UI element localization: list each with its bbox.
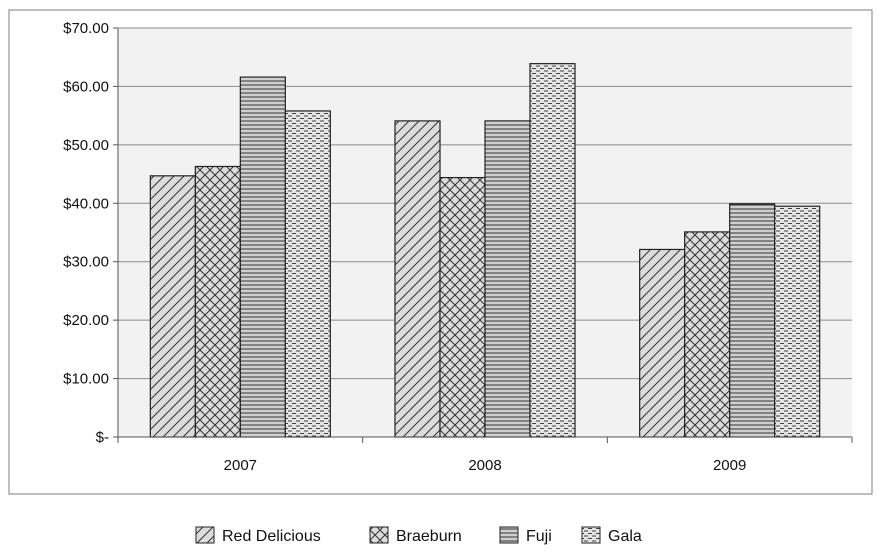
bar-gala-2007 bbox=[284, 110, 331, 438]
legend-label: Gala bbox=[608, 528, 642, 545]
axes: $- $10.00 $20.00 $30.00 $40.00 $50.00 $60.00 $7… bbox=[63, 20, 853, 474]
y-tick-label: $30.00 bbox=[63, 254, 109, 271]
legend-swatch-red-delicious bbox=[195, 526, 215, 544]
bar-gala-2009 bbox=[774, 205, 821, 438]
legend-label: Fuji bbox=[526, 528, 552, 545]
bar-fuji-2007 bbox=[239, 76, 286, 438]
legend-swatch-braeburn bbox=[369, 526, 389, 544]
bar-braeburn-2009 bbox=[684, 231, 731, 438]
bar-red-delicious-2007 bbox=[149, 175, 196, 438]
bar-gala-2008 bbox=[529, 63, 576, 438]
bar-red-delicious-2008 bbox=[394, 120, 441, 438]
legend-label: Braeburn bbox=[396, 528, 462, 545]
y-tick-label: $20.00 bbox=[63, 312, 109, 329]
bar-fuji-2008 bbox=[484, 120, 531, 438]
legend-swatch-fuji bbox=[499, 526, 519, 544]
y-tick-label: $10.00 bbox=[63, 371, 109, 388]
bar-red-delicious-2009 bbox=[639, 248, 686, 438]
legend-swatch-gala bbox=[581, 526, 601, 544]
x-tick-label: 2008 bbox=[468, 457, 501, 474]
y-tick-label: $70.00 bbox=[63, 20, 109, 37]
bar-braeburn-2008 bbox=[439, 176, 486, 438]
x-tick-label: 2007 bbox=[224, 457, 257, 474]
x-tick-label: 2009 bbox=[713, 457, 746, 474]
y-tick-label: $60.00 bbox=[63, 78, 109, 95]
y-tick-label: $- bbox=[96, 429, 109, 446]
legend-label: Red Delicious bbox=[222, 528, 321, 545]
legend: Red Delicious Braeburn Fuji Gala bbox=[195, 526, 642, 545]
y-tick-label: $50.00 bbox=[63, 137, 109, 154]
bar-fuji-2009 bbox=[729, 203, 776, 438]
y-tick-label: $40.00 bbox=[63, 195, 109, 212]
bar-braeburn-2007 bbox=[194, 165, 241, 438]
